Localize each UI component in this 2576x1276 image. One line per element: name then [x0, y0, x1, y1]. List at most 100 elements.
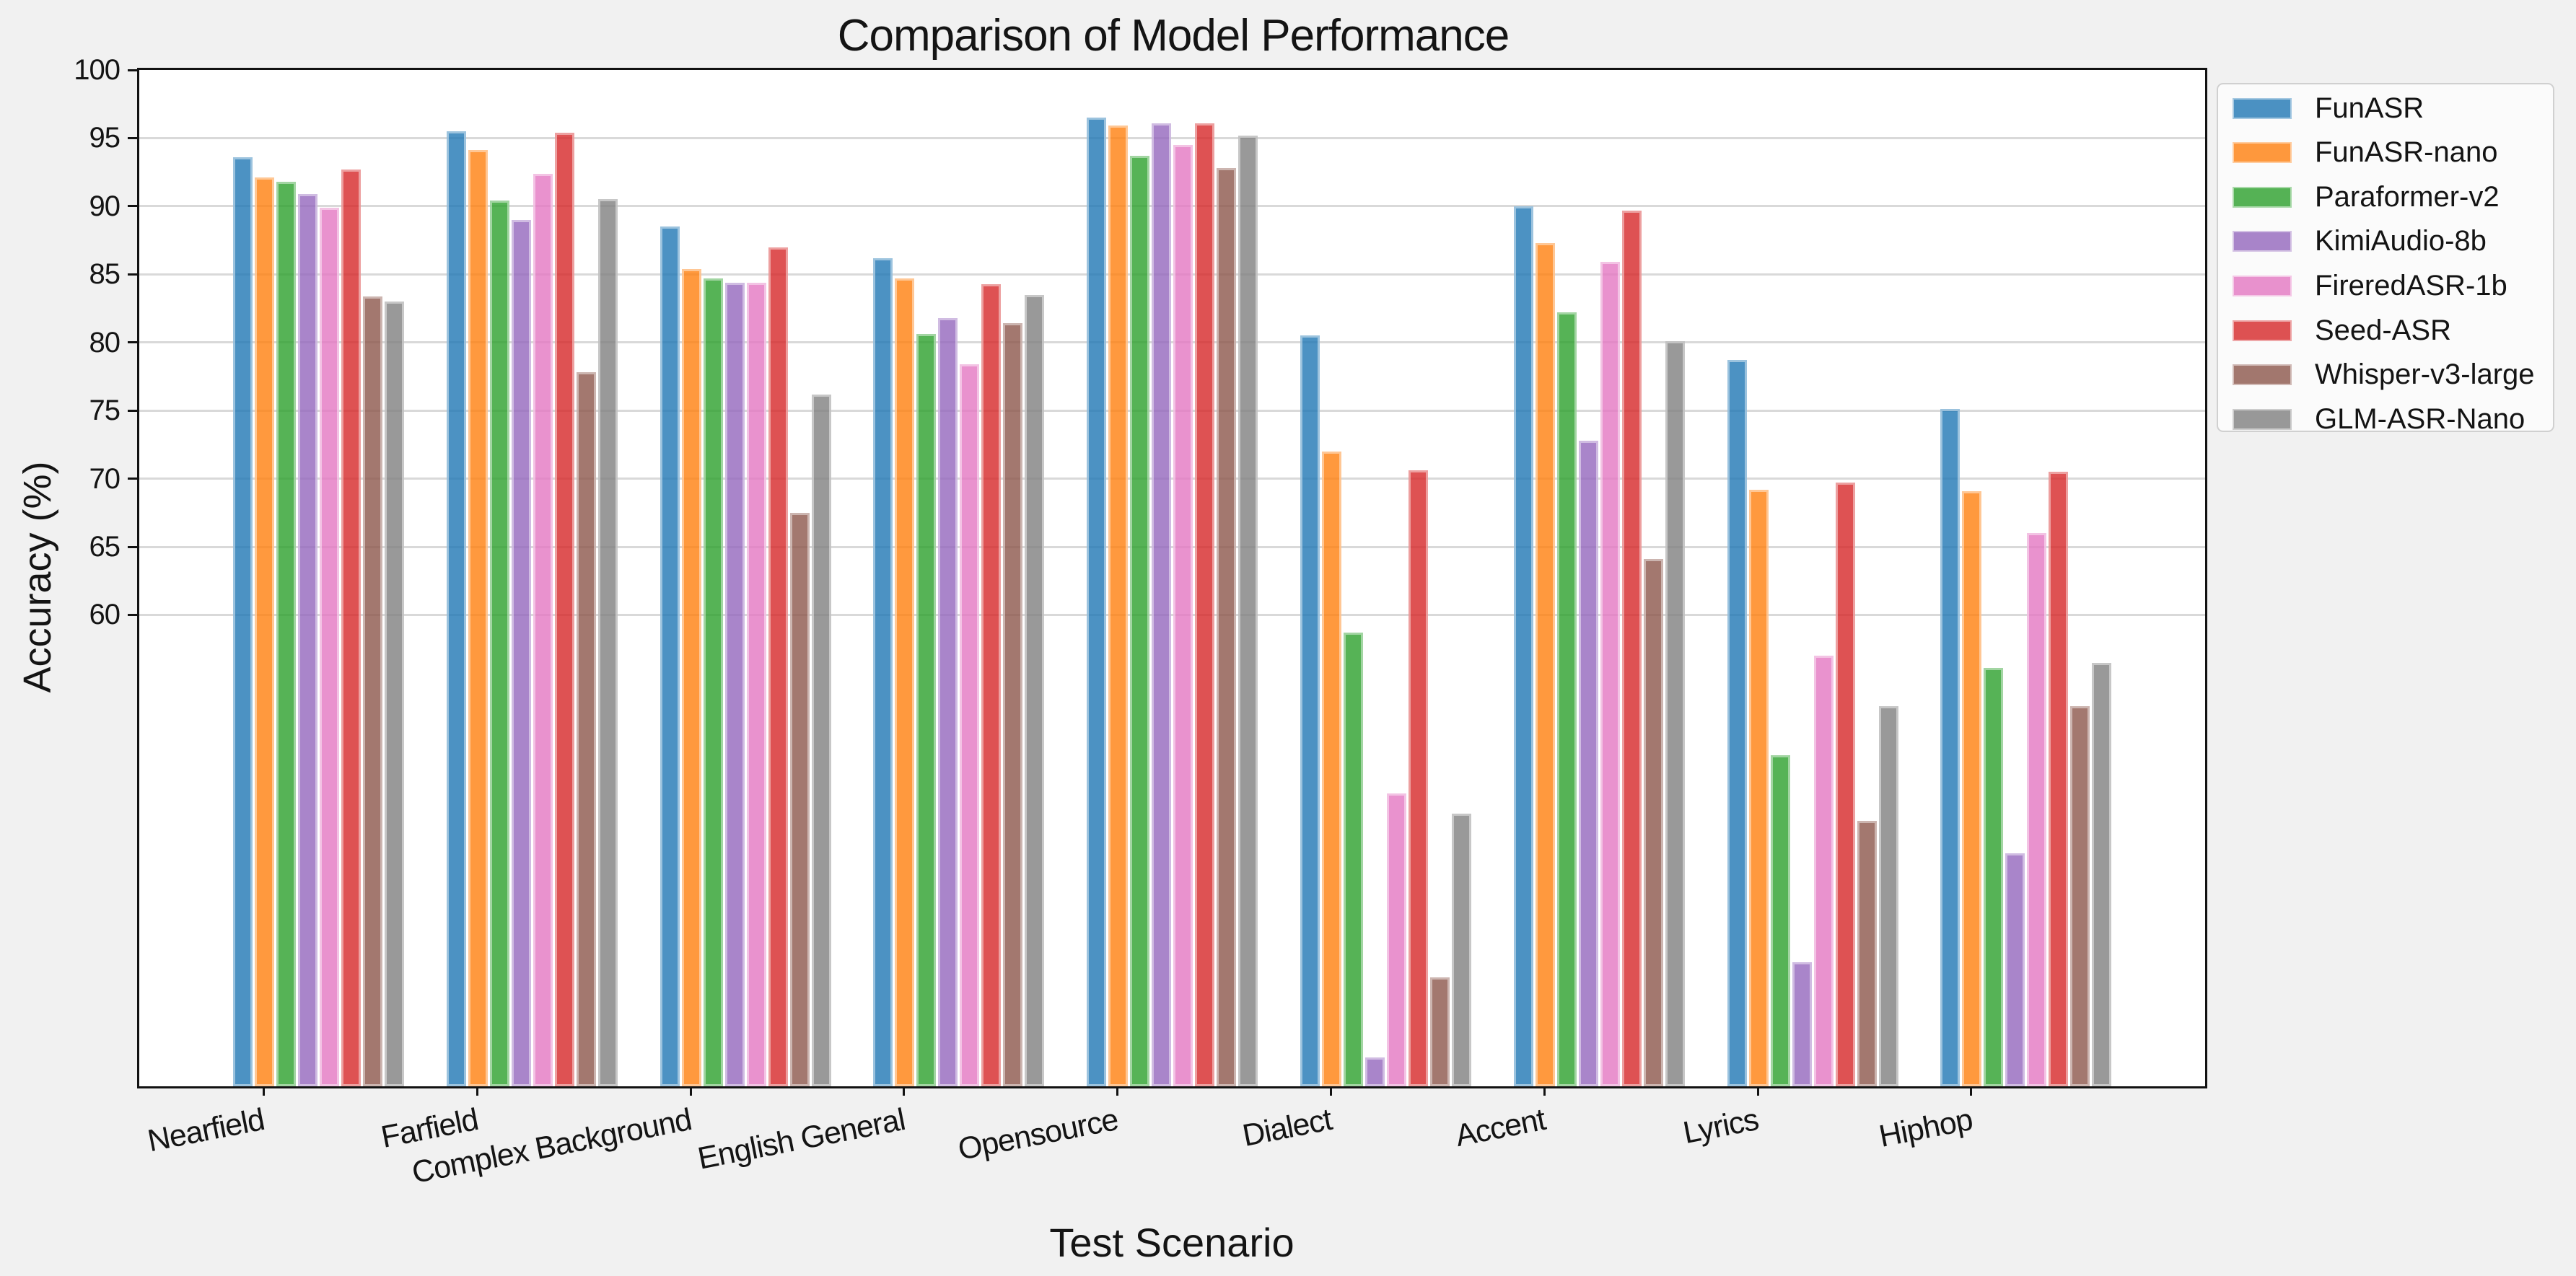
y-tick — [128, 136, 137, 139]
bar — [1152, 123, 1172, 1086]
bar — [1792, 962, 1812, 1086]
y-tick — [128, 205, 137, 208]
bar — [1322, 451, 1341, 1086]
bar — [1195, 123, 1215, 1086]
bar — [1430, 977, 1450, 1086]
bar — [2070, 706, 2090, 1086]
gridline — [139, 545, 2205, 548]
legend-item: Whisper-v3-large — [2218, 358, 2553, 391]
legend-swatch — [2233, 320, 2292, 341]
legend-swatch — [2233, 231, 2292, 252]
legend-item: FireredASR-1b — [2218, 271, 2553, 300]
legend-item: FunASR-nano — [2218, 138, 2553, 167]
bar — [1813, 656, 1834, 1086]
bar — [768, 247, 788, 1086]
bar — [1940, 409, 1961, 1086]
bar — [446, 131, 466, 1086]
legend-label: FireredASR-1b — [2315, 269, 2507, 302]
y-tick — [128, 478, 137, 480]
bar — [1748, 489, 1769, 1086]
bar — [681, 268, 701, 1086]
gridline — [139, 136, 2205, 139]
y-tick-label: 80 — [89, 326, 121, 358]
bar — [1578, 440, 1598, 1086]
bar — [1600, 262, 1620, 1086]
y-tick — [128, 545, 137, 548]
bar — [1173, 144, 1193, 1086]
legend-item: Paraformer-v2 — [2218, 182, 2553, 211]
legend-swatch — [2233, 364, 2292, 386]
bar — [1962, 490, 1982, 1086]
bar — [597, 199, 618, 1086]
bar — [468, 150, 488, 1086]
bar — [1025, 294, 1045, 1086]
y-tick — [128, 341, 137, 344]
y-tick — [128, 613, 137, 616]
y-axis-label: Accuracy (%) — [16, 461, 59, 693]
bar — [1857, 820, 1877, 1086]
legend-item: KimiAudio-8b — [2218, 226, 2553, 255]
bar — [2092, 662, 2112, 1086]
gridline — [139, 341, 2205, 344]
legend-label: KimiAudio-8b — [2315, 225, 2487, 258]
bar — [1387, 793, 1406, 1086]
bar — [511, 219, 531, 1086]
legend-label: Seed-ASR — [2315, 314, 2451, 346]
legend-item: FunASR — [2218, 94, 2553, 123]
bar — [724, 282, 745, 1086]
bar — [1513, 206, 1533, 1086]
y-tick-label: 70 — [89, 462, 121, 495]
bar — [2027, 533, 2047, 1086]
bar — [576, 372, 596, 1086]
x-tick — [1116, 1086, 1119, 1096]
x-tick — [476, 1086, 478, 1096]
bar — [960, 364, 980, 1086]
bar — [895, 278, 915, 1086]
bar — [2005, 853, 2025, 1086]
y-tick-label: 100 — [74, 54, 121, 86]
x-tick-label: English General — [695, 1102, 908, 1176]
x-tick-label: Dialect — [1240, 1102, 1335, 1153]
bar — [1130, 155, 1150, 1086]
legend-swatch — [2233, 97, 2292, 119]
legend-label: Whisper-v3-large — [2315, 358, 2535, 391]
bar — [255, 177, 274, 1086]
bar — [363, 296, 382, 1086]
bar — [1984, 668, 2004, 1086]
legend-label: FunASR-nano — [2315, 136, 2498, 169]
legend-swatch — [2233, 142, 2292, 164]
bar — [320, 207, 339, 1086]
bar — [746, 282, 766, 1086]
bar — [298, 193, 317, 1086]
legend-swatch — [2233, 186, 2292, 208]
bar — [489, 201, 509, 1086]
legend-swatch — [2233, 408, 2292, 430]
x-tick — [689, 1086, 692, 1096]
bar — [554, 132, 574, 1086]
y-tick-label: 75 — [89, 395, 121, 427]
x-axis-label: Test Scenario — [1049, 1220, 1294, 1265]
bar — [811, 394, 831, 1086]
bar — [1409, 470, 1428, 1086]
bar — [1003, 323, 1023, 1086]
bar — [981, 283, 1002, 1086]
x-tick-label: Opensource — [955, 1102, 1121, 1167]
legend-label: GLM-ASR-Nano — [2315, 402, 2525, 435]
bar — [703, 278, 723, 1086]
x-tick — [1970, 1086, 1973, 1096]
x-tick-label: Hiphop — [1875, 1102, 1975, 1154]
bar — [341, 169, 361, 1086]
legend: FunASR FunASR-nano Paraformer-v2 KimiAudio-… — [2217, 83, 2554, 435]
gridline — [139, 409, 2205, 412]
bar — [1878, 706, 1898, 1086]
legend-label: FunASR — [2315, 92, 2424, 124]
bar — [1217, 167, 1237, 1086]
bar — [2049, 472, 2069, 1086]
y-tick-label: 95 — [89, 122, 121, 154]
gridline — [139, 205, 2205, 208]
y-tick — [128, 273, 137, 276]
bar — [276, 181, 296, 1086]
bar — [1556, 312, 1577, 1086]
bar — [1108, 126, 1129, 1086]
